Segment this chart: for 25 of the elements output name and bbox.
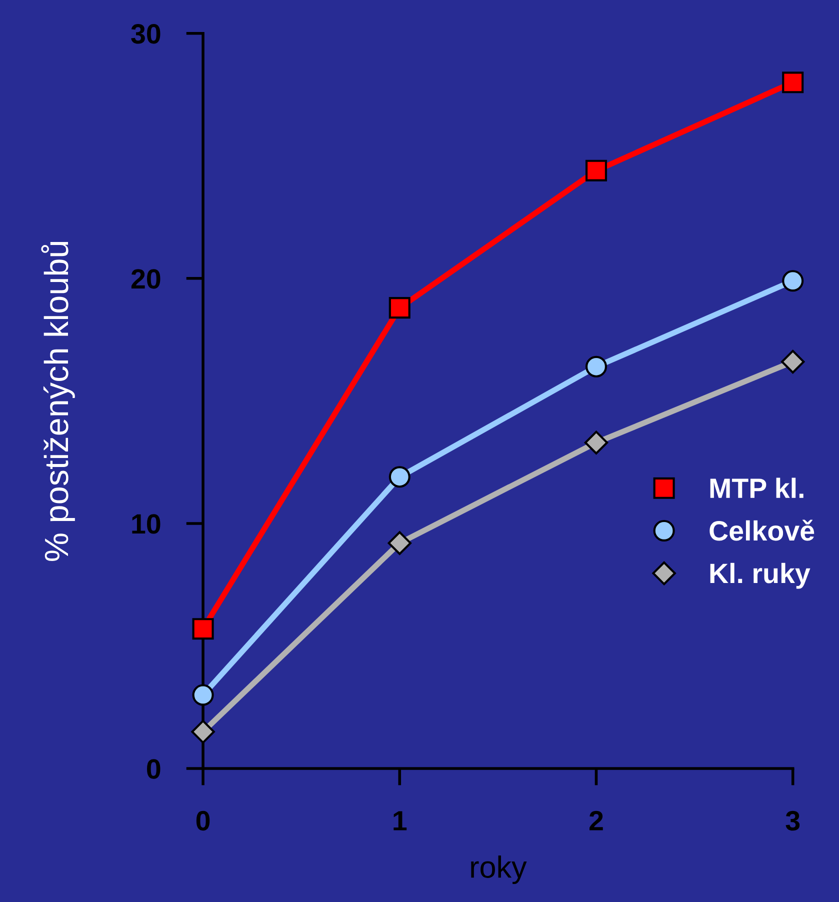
y-tick-label: 0 bbox=[147, 759, 160, 779]
point bbox=[781, 350, 805, 374]
point bbox=[388, 466, 410, 488]
y-axis-title: % postižených kloubů bbox=[41, 242, 75, 561]
x-axis-title: roky bbox=[471, 856, 527, 884]
x-tick-label: 2 bbox=[589, 810, 603, 830]
point bbox=[192, 618, 214, 640]
point bbox=[191, 720, 215, 744]
legend-label: Kl. ruky bbox=[710, 562, 810, 589]
point bbox=[585, 356, 608, 378]
point bbox=[192, 684, 214, 706]
x-tick-label: 3 bbox=[786, 810, 800, 831]
legend-label: MTP kl. bbox=[710, 478, 804, 498]
point bbox=[388, 297, 410, 319]
point bbox=[585, 160, 608, 182]
x-tick-label: 1 bbox=[394, 811, 407, 830]
y-tick-label: 30 bbox=[131, 24, 160, 44]
point bbox=[388, 531, 412, 555]
y-tick-label: 10 bbox=[132, 514, 160, 534]
point bbox=[584, 430, 608, 454]
point bbox=[782, 72, 804, 94]
point bbox=[782, 270, 804, 292]
legend-label: Celkově bbox=[710, 520, 814, 541]
y-tick-label: 20 bbox=[131, 269, 160, 289]
x-tick-label: 0 bbox=[196, 810, 210, 831]
